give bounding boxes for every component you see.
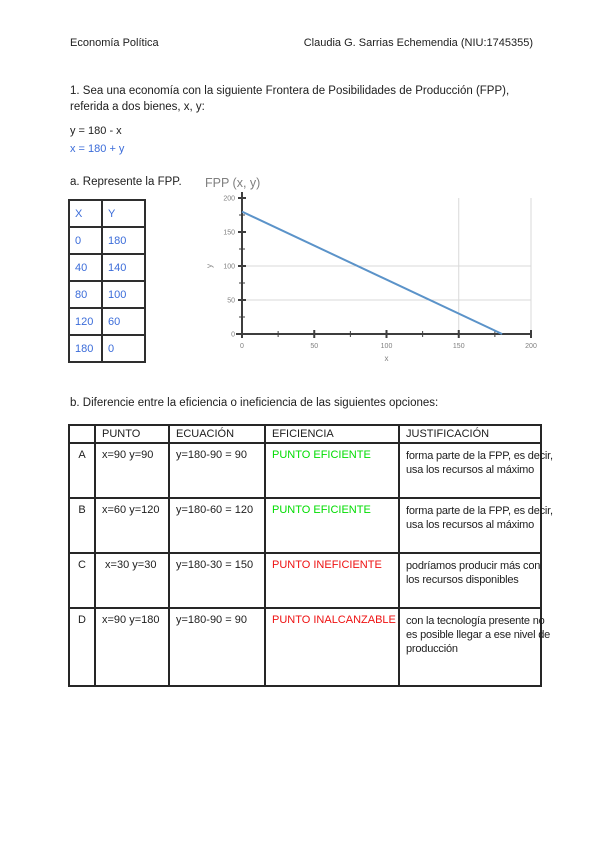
justificacion-cell: forma parte de la FPP, es decir, usa los… [398, 497, 553, 554]
efficiency-table: PUNTO ECUACIÓN EFICIENCIA JUSTIFICACIÓN … [68, 424, 553, 687]
xy-cell: 80 [68, 280, 103, 309]
ecuacion-cell: y=180-30 = 150 [168, 552, 266, 609]
justificacion-cell: con la tecnología presente no es posible… [398, 607, 550, 687]
punto-cell: x=30 y=30 [94, 552, 170, 609]
svg-text:0: 0 [240, 343, 244, 350]
svg-text:150: 150 [453, 343, 465, 350]
xy-cell: 0 [101, 334, 146, 363]
table-row-c: C x=30 y=30 y=180-30 = 150 PUNTO INEFICI… [68, 552, 542, 609]
header-blank [68, 424, 96, 444]
xy-cell: 0 [68, 226, 103, 255]
table-row: 180 0 [68, 334, 146, 363]
table-row-d: D x=90 y=180 y=180-90 = 90 PUNTO INALCAN… [68, 607, 550, 687]
punto-cell: x=60 y=120 [94, 497, 170, 554]
svg-text:50: 50 [227, 298, 235, 305]
xy-cell: 180 [101, 226, 146, 255]
part-b-label: b. Diferencie entre la eficiencia o inef… [70, 397, 439, 409]
table-row: 120 60 [68, 307, 146, 336]
xy-header-x: X [68, 199, 103, 228]
svg-text:y: y [205, 264, 214, 268]
fpp-chart: 0 50 100 150 200 0 50 100 150 200 FPP (x, y) x y [200, 172, 545, 368]
table-row: 40 140 [68, 253, 146, 282]
xy-cell: 40 [68, 253, 103, 282]
svg-text:150: 150 [223, 230, 235, 237]
eficiencia-cell: PUNTO INEFICIENTE [264, 552, 400, 609]
xy-cell: 60 [101, 307, 146, 336]
eficiencia-cell: PUNTO INALCANZABLE [264, 607, 400, 687]
eficiencia-cell: PUNTO EFICIENTE [264, 497, 400, 554]
row-letter: B [68, 497, 96, 554]
svg-text:200: 200 [525, 343, 537, 350]
table-row: X Y [68, 199, 146, 228]
xy-cell: 100 [101, 280, 146, 309]
table-row: 80 100 [68, 280, 146, 309]
punto-cell: x=90 y=90 [94, 442, 170, 499]
ecuacion-cell: y=180-90 = 90 [168, 442, 266, 499]
part-a-label: a. Represente la FPP. [70, 176, 182, 188]
svg-text:x: x [385, 354, 389, 363]
ecuacion-cell: y=180-90 = 90 [168, 607, 266, 687]
svg-text:FPP (x, y): FPP (x, y) [205, 176, 260, 190]
header-justificacion: JUSTIFICACIÓN [398, 424, 542, 444]
table-row-b: B x=60 y=120 y=180-60 = 120 PUNTO EFICIE… [68, 497, 553, 554]
table-row-a: A x=90 y=90 y=180-90 = 90 PUNTO EFICIENT… [68, 442, 553, 499]
equation-fpp-black: y = 180 - x [70, 125, 122, 137]
svg-text:100: 100 [223, 264, 235, 271]
header-eficiencia: EFICIENCIA [264, 424, 400, 444]
row-letter: D [68, 607, 96, 687]
svg-text:100: 100 [381, 343, 393, 350]
xy-cell: 120 [68, 307, 103, 336]
header-punto: PUNTO [94, 424, 170, 444]
justificacion-cell: podríamos producir más con los recursos … [398, 552, 542, 609]
eficiencia-cell: PUNTO EFICIENTE [264, 442, 400, 499]
equation-fpp-blue: x = 180 + y [70, 143, 125, 155]
justificacion-cell: forma parte de la FPP, es decir, usa los… [398, 442, 553, 499]
table-header-row: PUNTO ECUACIÓN EFICIENCIA JUSTIFICACIÓN [68, 424, 542, 444]
punto-cell: x=90 y=180 [94, 607, 170, 687]
page-header: Economía Política Claudia G. Sarrias Ech… [70, 37, 533, 49]
row-letter: A [68, 442, 96, 499]
svg-text:50: 50 [310, 343, 318, 350]
row-letter: C [68, 552, 96, 609]
question-1-text: 1. Sea una economía con la siguiente Fro… [70, 85, 510, 113]
ecuacion-cell: y=180-60 = 120 [168, 497, 266, 554]
svg-text:0: 0 [231, 332, 235, 339]
xy-cell: 140 [101, 253, 146, 282]
table-row: 0 180 [68, 226, 146, 255]
course-title: Economía Política [70, 37, 159, 49]
svg-text:200: 200 [223, 196, 235, 203]
xy-values-table: X Y 0 180 40 140 80 100 120 60 180 0 [68, 199, 146, 363]
header-ecuacion: ECUACIÓN [168, 424, 266, 444]
xy-header-y: Y [101, 199, 146, 228]
xy-cell: 180 [68, 334, 103, 363]
author-name: Claudia G. Sarrias Echemendia (NIU:17453… [303, 37, 533, 49]
